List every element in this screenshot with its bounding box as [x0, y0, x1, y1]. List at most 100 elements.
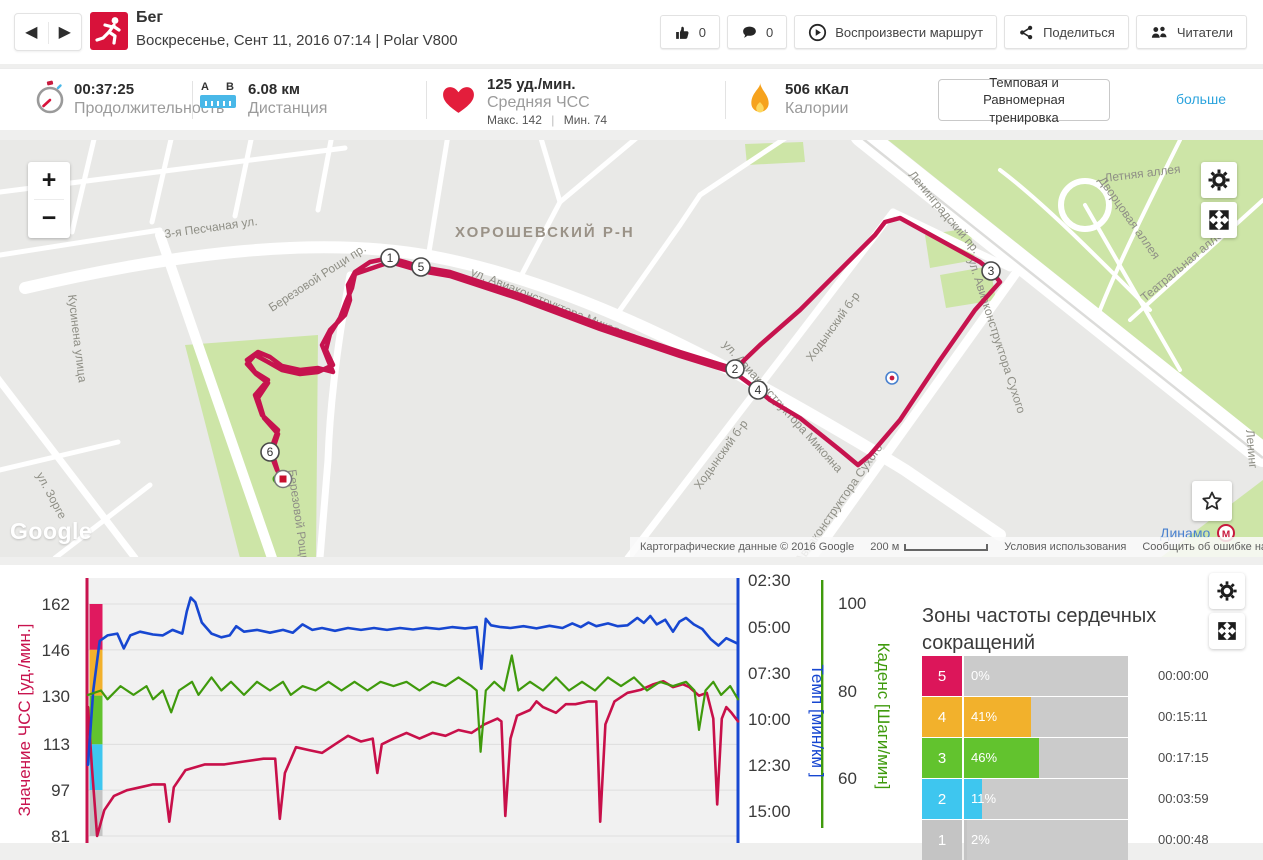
zone-time: 00:15:11 [1158, 709, 1208, 724]
zone-bar: 41% [964, 697, 1128, 737]
svg-text:6: 6 [267, 445, 274, 459]
expand-icon [1209, 210, 1229, 230]
axis-tick-label: 07:30 [748, 664, 791, 683]
km-marker: 6 [260, 442, 280, 462]
calories-label: Калории [785, 100, 849, 117]
more-link[interactable]: больше [1176, 91, 1226, 107]
hr-min: Мин. 74 [563, 113, 608, 127]
zone-time: 00:00:00 [1158, 668, 1209, 683]
zone-bar: 0% [964, 656, 1128, 696]
expand-icon [1218, 622, 1236, 640]
km-marker: 4 [748, 380, 768, 400]
like-button[interactable]: 0 [659, 15, 721, 49]
hr-max-min: Макс. 142 | Мин. 74 [487, 113, 607, 127]
axis-tick-label: 05:00 [748, 618, 791, 637]
prev-session-arrow-icon[interactable]: ◀ [25, 24, 38, 41]
share-icon [1020, 25, 1033, 39]
training-curves-panel: 162 146 130 113 97 81 02:30 05:00 07:30 10:00 12:3… [0, 565, 1263, 860]
ruler-icon [200, 95, 236, 108]
terms-link[interactable]: Условия использования [1004, 541, 1127, 553]
axis-tick-label: 100 [838, 594, 866, 613]
series-hr [86, 680, 740, 838]
distance-label: Дистанция [248, 100, 328, 117]
cadence-axis-line [821, 580, 824, 828]
district-label: ХОРОШЕВСКИЙ Р-Н [455, 223, 635, 241]
axis-tick-label: 130 [42, 687, 70, 706]
map-favorite-button[interactable] [1192, 481, 1232, 521]
pace-axis-label: Темп [мин/км ] [808, 664, 827, 777]
divider [192, 81, 193, 119]
axis-tick-label: 02:30 [748, 571, 791, 590]
km-marker: 2 [725, 359, 745, 379]
axis-tick-label: 81 [51, 827, 70, 843]
map-fullscreen-button[interactable] [1201, 202, 1237, 238]
people-icon [1151, 26, 1167, 38]
hr-zone-row: 4 41% 00:15:11 [922, 697, 1263, 737]
svg-text:3: 3 [988, 264, 995, 278]
zone-percent: 2% [971, 832, 990, 847]
curves-chart[interactable]: 162 146 130 113 97 81 02:30 05:00 07:30 10:00 12:3… [0, 565, 920, 843]
chart-fullscreen-button[interactable] [1209, 613, 1245, 649]
comment-count: 0 [766, 24, 774, 40]
heart-icon [440, 83, 477, 121]
zone-number: 4 [922, 697, 962, 737]
stopwatch-icon [33, 79, 67, 122]
scale-label: 200 м [870, 541, 900, 553]
page-title: Бег [136, 9, 164, 26]
session-subtitle: Воскресенье, Сент 11, 2016 07:14 | Polar… [136, 32, 458, 49]
hr-zone-row: 2 11% 00:03:59 [922, 779, 1263, 819]
route-a-label: А [201, 81, 209, 93]
duration-value: 00:37:25 [74, 81, 135, 98]
zoom-in-button[interactable]: + [41, 166, 57, 194]
play-route-button[interactable]: Воспроизвести маршрут [794, 15, 998, 49]
play-circle-icon [809, 23, 827, 41]
svg-text:5: 5 [418, 260, 425, 274]
route-map[interactable]: 3-я Песчаная ул. Кусинена улица ул. Зорге Б… [0, 140, 1263, 557]
chart-settings-button[interactable] [1209, 573, 1245, 609]
metro-m-icon: М [1222, 530, 1230, 541]
zone-number: 5 [922, 656, 962, 696]
route-b-label: В [226, 81, 234, 93]
distance-value: 6.08 км [248, 81, 300, 98]
share-label: Поделиться [1043, 24, 1115, 40]
zone-percent: 11% [971, 791, 997, 806]
share-button[interactable]: Поделиться [1004, 15, 1129, 49]
thumb-up-icon [675, 26, 689, 39]
map-settings-button[interactable] [1201, 162, 1237, 198]
map-scale: 200 м [870, 541, 989, 553]
hr-zone-row: 5 0% 00:00:00 [922, 656, 1263, 696]
axis-tick-label: 162 [42, 595, 70, 614]
flame-icon [747, 80, 773, 125]
duration-label: Продолжительность [74, 100, 225, 117]
scale-bar [904, 543, 989, 551]
route-layer: 1 5 2 4 3 6 [244, 215, 1003, 489]
summary-stats-bar: 00:37:25 Продолжительность А В 6.08 км Д… [0, 68, 1263, 130]
report-error-link[interactable]: Сообщить об ошибке на карте [1142, 541, 1263, 553]
divider [725, 81, 726, 119]
axis-tick-label: 97 [51, 781, 70, 800]
hr-zone-row: 1 2% 00:00:48 [922, 820, 1263, 860]
zoom-out-button[interactable]: − [41, 204, 57, 232]
axis-tick-label: 146 [42, 641, 70, 660]
comment-button[interactable]: 0 [727, 15, 788, 49]
header-actions: 0 0 Воспроизвести маршрут Поделиться Чит… [659, 15, 1247, 49]
zone-number: 1 [922, 820, 962, 860]
google-logo[interactable]: Google [10, 518, 93, 544]
training-benefit-button[interactable]: Темповая и Равномерная тренировка [938, 75, 1110, 125]
calories-value: 506 кКал [785, 81, 849, 98]
star-icon [1202, 491, 1222, 510]
km-marker: 3 [981, 261, 1001, 281]
zone-number: 3 [922, 738, 962, 778]
svg-text:2: 2 [732, 362, 739, 376]
next-session-arrow-icon[interactable]: ▶ [58, 24, 71, 41]
hr-axis-label: Значение ЧСС [уд./мин.] [15, 624, 34, 817]
hr-zone-row: 3 46% 00:17:15 [922, 738, 1263, 778]
separator: | [551, 113, 555, 127]
road-median [862, 140, 1263, 459]
map-attribution-bar: Картографические данные © 2016 Google 20… [630, 537, 1263, 557]
readers-button[interactable]: Читатели [1135, 15, 1247, 49]
axis-tick-label: 12:30 [748, 756, 791, 775]
hr-label: Средняя ЧСС [487, 94, 590, 111]
readers-label: Читатели [1176, 24, 1233, 40]
